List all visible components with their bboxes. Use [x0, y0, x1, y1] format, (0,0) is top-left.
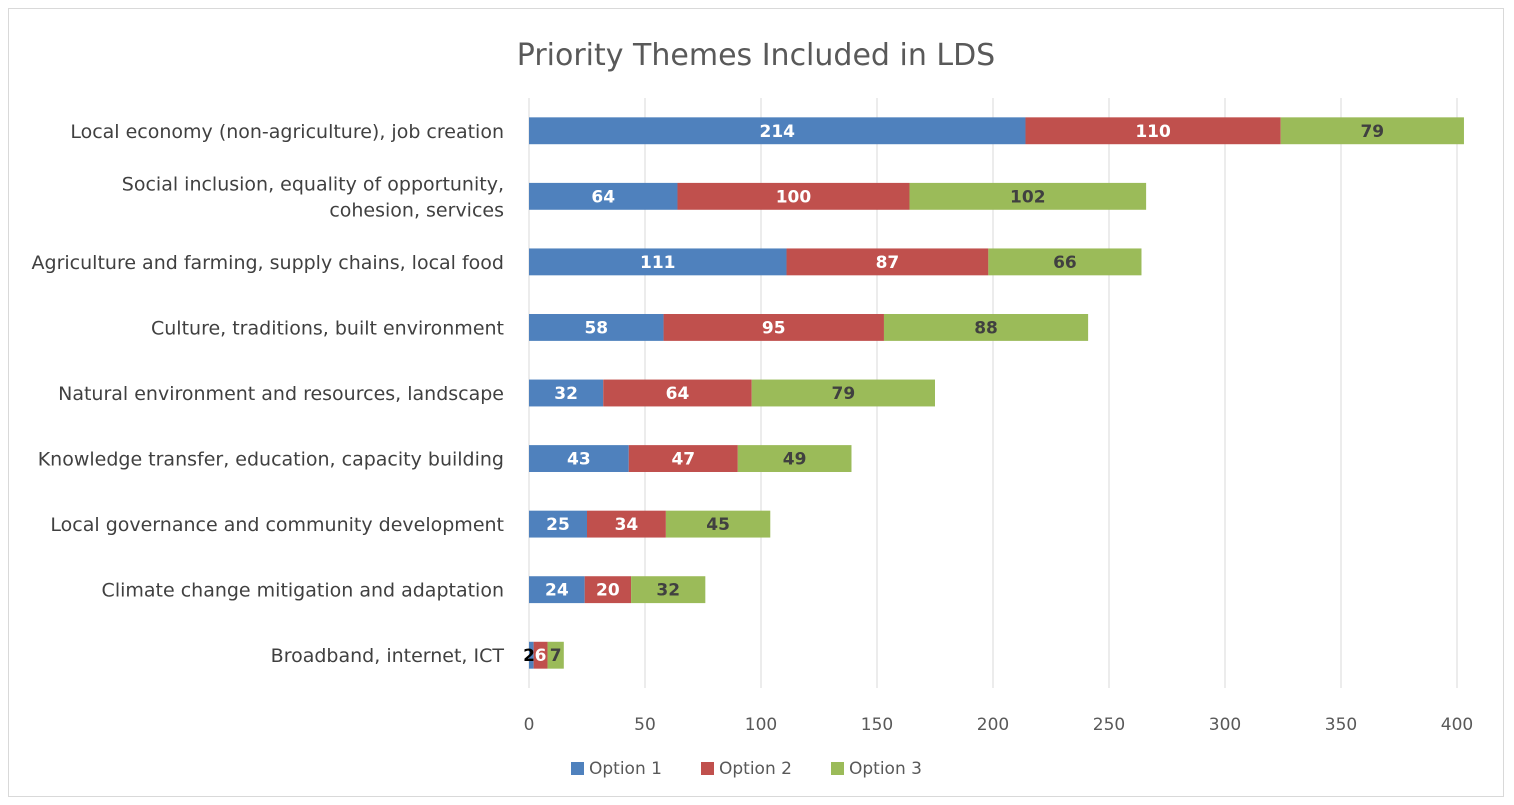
category-label: Climate change mitigation and adaptation [102, 580, 504, 602]
data-label: 87 [876, 253, 900, 273]
data-label: 64 [666, 384, 690, 404]
x-tick-label: 150 [861, 715, 893, 735]
bar-segment [529, 510, 587, 538]
category-label: cohesion, services [329, 199, 504, 221]
data-label: 7 [550, 646, 562, 666]
bar-segment [533, 641, 548, 669]
data-label: 79 [1360, 122, 1384, 142]
x-tick-label: 300 [1209, 715, 1241, 735]
x-tick-label: 250 [1093, 715, 1125, 735]
legend-label: Option 1 [589, 759, 662, 779]
data-label: 2 [523, 646, 535, 666]
bar-segment [529, 248, 787, 276]
x-tick-label: 200 [977, 715, 1009, 735]
category-label: Social inclusion, equality of opportunit… [122, 173, 504, 195]
bar-segment [529, 117, 1026, 145]
bar-segment [786, 248, 989, 276]
x-axis-ticks: 0 50 100 150 200 250 300 350 400 [524, 715, 1474, 735]
bar-segment [988, 248, 1142, 276]
data-label: 32 [656, 581, 680, 601]
data-label: 100 [776, 187, 812, 207]
bar-segment [547, 641, 564, 669]
data-label: 110 [1135, 122, 1171, 142]
data-label: 24 [545, 581, 569, 601]
x-tick-label: 400 [1441, 715, 1473, 735]
bar-segment [663, 314, 884, 341]
data-label: 43 [567, 450, 591, 470]
x-tick-label: 350 [1325, 715, 1357, 735]
x-tick-label: 0 [524, 715, 535, 735]
legend-swatch [831, 762, 844, 775]
bar-segment [529, 641, 534, 669]
bar-segment [529, 576, 585, 604]
bar-segment [665, 510, 771, 538]
x-tick-label: 100 [745, 715, 777, 735]
legend: Option 1 Option 2 Option 3 [571, 759, 922, 779]
category-label: Broadband, internet, ICT [271, 645, 505, 667]
data-label: 64 [591, 187, 615, 207]
data-label: 88 [974, 318, 998, 338]
bars: 214 110 79 64 100 102 111 87 66 58 95 88 32 64 79 43 47 4… [523, 117, 1464, 669]
bar-segment [909, 182, 1147, 210]
legend-swatch [571, 762, 584, 775]
data-label: 95 [762, 318, 786, 338]
data-label: 66 [1053, 253, 1077, 273]
data-label: 214 [759, 122, 795, 142]
bar-segment [529, 182, 678, 210]
bar-segment [1280, 117, 1464, 145]
x-tick-label: 50 [634, 715, 656, 735]
category-label: Agriculture and farming, supply chains, … [32, 252, 504, 274]
bar-segment [883, 314, 1089, 341]
category-label: Knowledge transfer, education, capacity … [38, 449, 504, 471]
category-label: Natural environment and resources, lands… [58, 383, 504, 405]
data-label: 45 [706, 515, 730, 535]
bar-segment [737, 445, 852, 472]
bar-segment [751, 379, 935, 407]
data-label: 49 [783, 450, 807, 470]
bar-segment [529, 379, 604, 407]
bar-segment [529, 445, 629, 472]
data-label: 79 [832, 384, 856, 404]
data-label: 58 [584, 318, 608, 338]
data-label: 47 [671, 450, 695, 470]
data-label: 6 [535, 646, 547, 666]
legend-label: Option 2 [719, 759, 792, 779]
category-label: Local economy (non-agriculture), job cre… [70, 121, 504, 143]
category-label: Culture, traditions, built environment [151, 317, 504, 339]
legend-swatch [701, 762, 714, 775]
data-label: 20 [596, 581, 620, 601]
category-label: Local governance and community developme… [50, 514, 504, 536]
bar-segment [587, 510, 666, 538]
data-label: 25 [546, 515, 570, 535]
bar-segment [631, 576, 706, 604]
data-label: 32 [554, 384, 578, 404]
bar-segment [1025, 117, 1281, 145]
bar-segment [603, 379, 752, 407]
bar-segment [529, 314, 664, 341]
data-label: 111 [640, 253, 676, 273]
category-labels: Local economy (non-agriculture), job cre… [32, 121, 505, 667]
legend-label: Option 3 [849, 759, 922, 779]
data-label: 34 [615, 515, 639, 535]
bar-segment [584, 576, 632, 604]
bar-segment [677, 182, 910, 210]
data-label: 102 [1010, 187, 1046, 207]
bar-segment [628, 445, 738, 472]
chart-title: Priority Themes Included in LDS [517, 38, 995, 73]
